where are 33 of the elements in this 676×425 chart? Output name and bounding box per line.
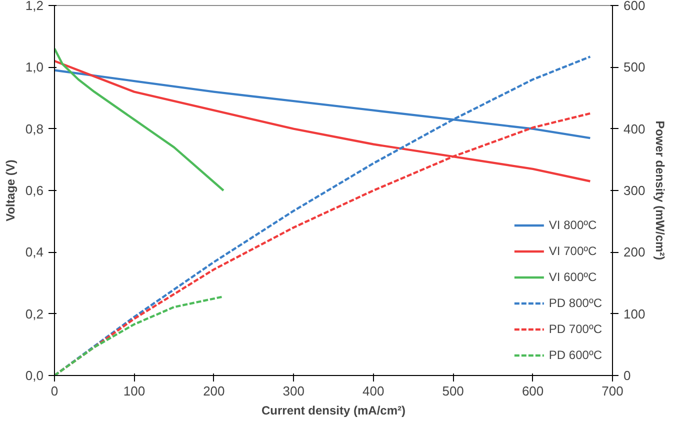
x-axis-title: Current density (mA/cm²) <box>261 404 406 418</box>
y2-tick-label: 300 <box>624 183 646 198</box>
x-tick-label: 0 <box>50 384 58 398</box>
y2-tick-label: 100 <box>624 306 646 322</box>
y-tick-label: 0,0 <box>25 368 44 383</box>
legend-label: PD 700ºC <box>548 322 602 336</box>
y2-tick-label: 200 <box>624 244 646 260</box>
x-tick-label: 500 <box>442 384 464 398</box>
legend-label: VI 600ºC <box>548 270 597 284</box>
y-tick-label: 1,2 <box>25 0 44 13</box>
line-series <box>54 48 225 192</box>
x-tick-label: 400 <box>362 384 384 398</box>
x-tick-label: 100 <box>123 384 146 398</box>
x-tick-label: 200 <box>203 384 225 398</box>
legend-label: PD 800ºC <box>548 296 602 310</box>
x-tick-label: 700 <box>602 384 624 398</box>
y-tick-label: 0,8 <box>25 121 44 136</box>
y-tick-label: 0,4 <box>25 244 44 260</box>
y2-axis-title: Power density (mW/cm²) <box>653 120 668 260</box>
y2-tick-label: 0 <box>624 368 631 383</box>
y2-tick-label: 400 <box>624 121 646 136</box>
legend-label: VI 700ºC <box>548 244 597 258</box>
y-axis-title: Voltage (V) <box>3 160 18 222</box>
legend-label: PD 600ºC <box>548 348 602 362</box>
legend-label: VI 800ºC <box>548 218 597 232</box>
x-tick-label: 600 <box>522 384 544 398</box>
x-tick-label: 300 <box>282 384 304 398</box>
y-tick-label: 0,2 <box>25 306 44 322</box>
line-series <box>54 295 225 376</box>
y2-tick-label: 600 <box>624 0 646 13</box>
y-tick-label: 1,0 <box>25 60 44 75</box>
y2-tick-label: 500 <box>624 60 646 75</box>
y-tick-label: 0,6 <box>25 183 44 198</box>
